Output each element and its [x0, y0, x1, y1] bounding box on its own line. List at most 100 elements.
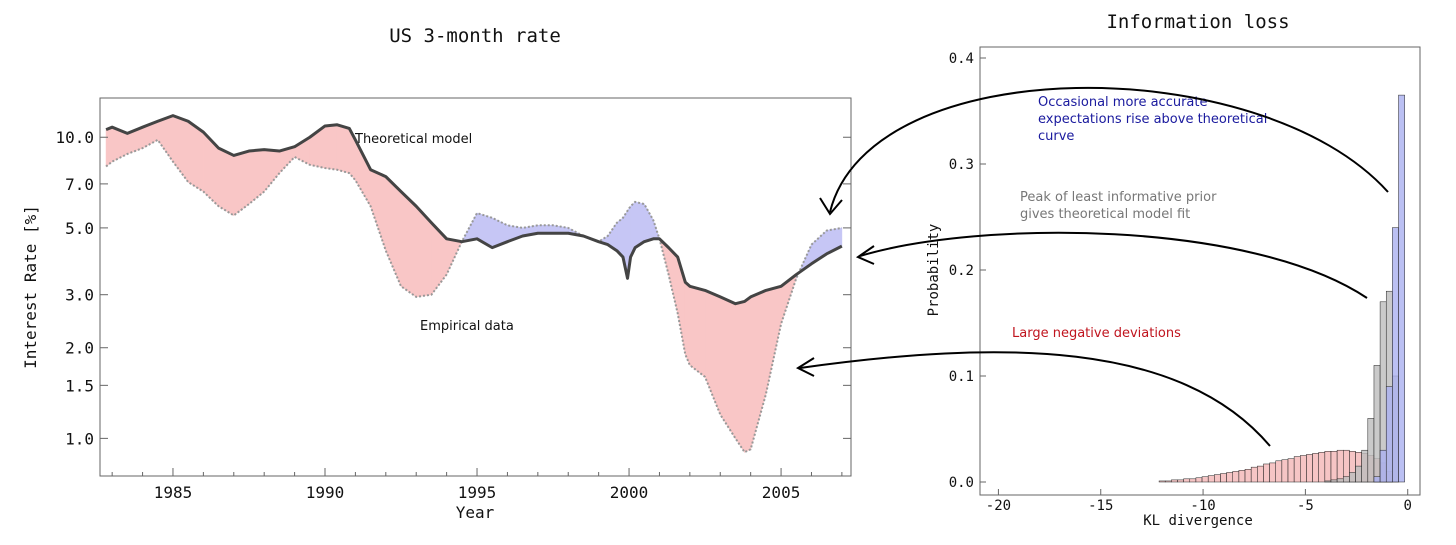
- rate-y-axis-label: Interest Rate [%]: [21, 205, 40, 369]
- rate-x-tick-label: 2005: [762, 483, 801, 502]
- theoretical-model-line: [105, 114, 843, 306]
- kl-x-axis-label: KL divergence: [1143, 513, 1253, 529]
- histogram-bar: [1281, 459, 1289, 483]
- annotation-theoretical-model: Theoretical model: [354, 132, 472, 147]
- gap-fill-segment: [355, 139, 371, 208]
- gap-fill-segment: [744, 296, 751, 453]
- histogram-bar: [1238, 470, 1246, 483]
- histogram-bar: [1232, 471, 1240, 483]
- kl-y-tick-label: 0.0: [949, 475, 974, 491]
- histogram-bar: [1367, 418, 1375, 483]
- arrow-red: [799, 351, 1271, 447]
- histogram-bar: [1177, 479, 1184, 483]
- gap-fill-segment: [735, 301, 745, 454]
- kl-y-tick-label: 0.2: [949, 263, 974, 279]
- rate-y-tick-label: 1.5: [65, 376, 94, 395]
- gap-fill-segment: [750, 289, 767, 450]
- rate-plot-frame: [99, 97, 852, 477]
- annotation-empirical-data: Empirical data: [420, 319, 514, 334]
- histogram-bar: [1244, 469, 1252, 483]
- kl-chart-title: Information loss: [1106, 11, 1289, 33]
- histogram-bar: [1306, 454, 1313, 483]
- histogram-bar: [1183, 478, 1191, 483]
- rate-y-tick-label: 1.0: [65, 429, 94, 448]
- histogram-bar: [1336, 478, 1344, 483]
- histogram-bar: [1324, 480, 1332, 483]
- histogram-bar: [1398, 94, 1405, 483]
- histogram-bar: [1207, 475, 1215, 483]
- arrow-gray-head: [855, 245, 875, 265]
- kl-y-tick-label: 0.4: [949, 51, 974, 67]
- rate-x-axis-label: Year: [456, 503, 495, 522]
- gap-fill-segment: [105, 126, 113, 168]
- gap-fill-segment: [324, 124, 338, 171]
- annotation-gray: Peak of least informative prior gives th…: [1020, 190, 1221, 222]
- gap-fill-segment: [233, 150, 250, 217]
- arrow-blue-head: [819, 197, 843, 216]
- kl-x-tick-label: -10: [1190, 498, 1215, 514]
- histogram-bar: [1158, 480, 1166, 483]
- histogram-bar: [1300, 455, 1307, 483]
- histogram-bar: [1171, 479, 1178, 483]
- gap-fill-segment: [765, 285, 782, 395]
- histogram-bar: [1195, 477, 1203, 483]
- kl-x-tick-label: -20: [986, 498, 1011, 514]
- rate-x-tick-label: 1995: [458, 483, 497, 502]
- histogram-bar: [1275, 460, 1283, 483]
- gap-fill-segment: [704, 289, 721, 415]
- annotation-red: Large negative deviations: [1012, 326, 1181, 341]
- gap-fill-segment: [218, 147, 235, 216]
- histogram-bar: [1287, 458, 1295, 483]
- gap-fill-segment: [336, 124, 350, 174]
- annotation-blue: Occasional more accurate expectations ri…: [1038, 95, 1272, 144]
- kl-y-tick-label: 0.1: [949, 369, 974, 385]
- histogram-bar: [1379, 449, 1387, 483]
- gap-fill-segment: [634, 201, 645, 249]
- gap-fill-segment: [248, 149, 265, 205]
- histogram-bar: [1343, 476, 1350, 483]
- histogram-bar: [1220, 473, 1227, 483]
- gap-fill-segment: [689, 285, 706, 378]
- kl-y-tick-label: 0.3: [949, 157, 974, 173]
- rate-x-tick-label: 1985: [154, 483, 193, 502]
- histogram-bar: [1164, 480, 1172, 483]
- histogram-bar: [1318, 452, 1326, 483]
- histogram-bar: [1385, 386, 1393, 483]
- rate-x-tick-label: 1990: [306, 483, 345, 502]
- histogram-bar: [1361, 449, 1369, 483]
- kl-x-tick-label: -15: [1088, 498, 1113, 514]
- histogram-bar: [1330, 451, 1338, 483]
- histogram-bar: [1214, 474, 1221, 483]
- kl-x-tick-label: 0: [1404, 498, 1412, 514]
- histogram-bar: [1324, 451, 1332, 483]
- gap-fill-segment: [400, 190, 417, 298]
- kl-histogram: Information loss -20 -15 -10 -5 0 0.0 0.1 0.2 0.…: [926, 11, 1421, 529]
- histogram-bar: [1330, 479, 1338, 483]
- arrow-blue: [829, 87, 1389, 213]
- kl-x-tick-label: -5: [1297, 498, 1314, 514]
- gap-fill-segment: [643, 202, 654, 243]
- rate-chart: US 3-month rate 1985 1990 1995 2000 2005 1.0 1…: [21, 25, 852, 522]
- histogram-bar: [1355, 465, 1362, 483]
- histogram-bar: [1226, 472, 1233, 483]
- histogram-bar: [1373, 365, 1381, 483]
- gap-fill-segment: [263, 149, 280, 193]
- kl-plot-frame: [979, 46, 1421, 496]
- rate-x-tick-label: 2000: [610, 483, 649, 502]
- rate-y-tick-label: 2.0: [65, 339, 94, 358]
- gap-fill-segment: [157, 115, 174, 163]
- histogram-bar: [1312, 453, 1319, 483]
- histogram-bar: [1373, 476, 1381, 483]
- kl-y-axis-label: Probability: [926, 224, 942, 317]
- rate-y-tick-label: 3.0: [65, 286, 94, 305]
- rate-chart-title: US 3-month rate: [389, 25, 561, 47]
- rate-y-tick-label: 10.0: [55, 128, 94, 147]
- arrow-red-head: [795, 357, 815, 377]
- histogram-bar: [1269, 462, 1276, 483]
- rate-y-tick-label: 5.0: [65, 219, 94, 238]
- arrow-gray: [859, 231, 1368, 299]
- annotation-arrows: [795, 87, 1389, 447]
- rate-y-tick-label: 7.0: [65, 175, 94, 194]
- histogram-bar: [1201, 476, 1209, 483]
